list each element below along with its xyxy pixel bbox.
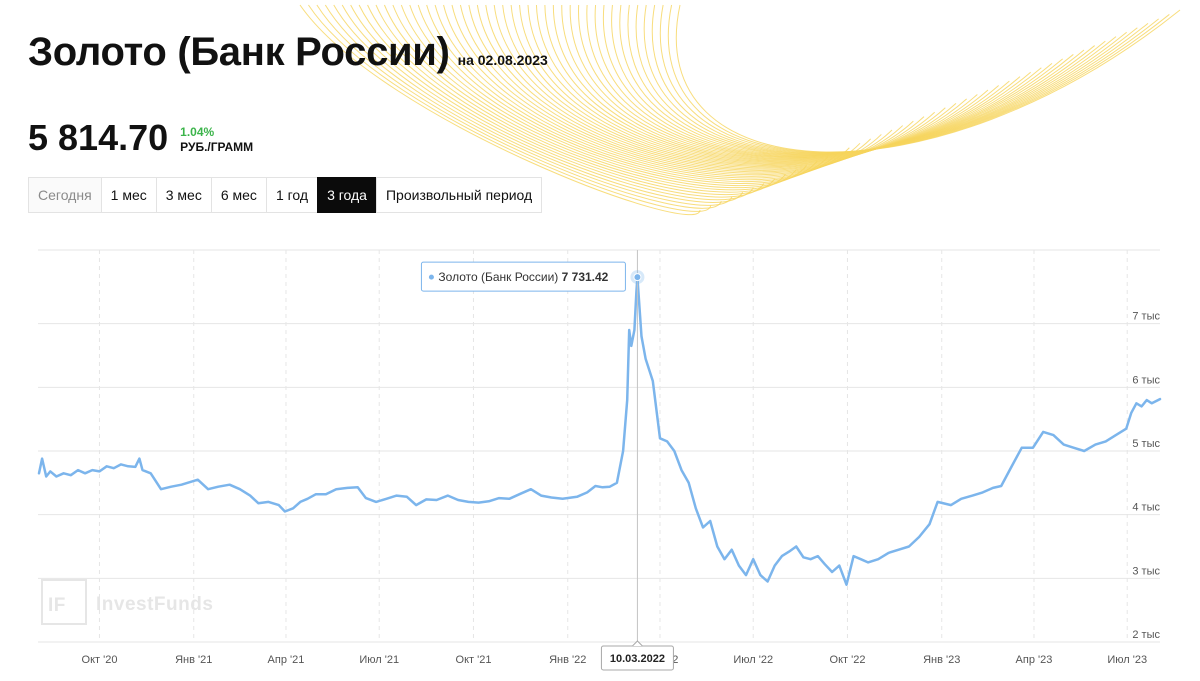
x-tick-label: Окт '20 <box>82 654 118 666</box>
page-title: Золото (Банк России) <box>28 30 450 74</box>
deco-wave-line <box>552 4 1021 161</box>
deco-wave-line <box>375 4 797 191</box>
x-tick-label: Янв '23 <box>923 654 960 666</box>
deco-wave-line <box>358 4 776 195</box>
deco-wave-line <box>308 4 712 212</box>
deco-wave-line <box>527 4 989 164</box>
y-tick-label: 2 тыс <box>1132 629 1160 641</box>
deco-wave-line <box>586 4 1063 158</box>
y-tick-label: 4 тыс <box>1132 502 1160 514</box>
y-tick-label: 7 тыс <box>1132 311 1160 323</box>
y-tick-label: 3 тыс <box>1132 565 1160 577</box>
x-tick-label: Апр '23 <box>1016 654 1053 666</box>
price-block: 5 814.70 1.04% РУБ./ГРАММ <box>28 118 253 158</box>
deco-wave-line <box>341 4 754 201</box>
watermark-logo-letters: IF <box>48 595 66 616</box>
date-flag-text: 10.03.2022 <box>610 653 665 665</box>
deco-wave-line <box>561 4 1031 160</box>
deco-wave-line <box>519 4 978 164</box>
deco-wave-line <box>635 4 1127 155</box>
deco-wave-line <box>350 4 765 198</box>
x-tick-label: Апр '21 <box>268 654 305 666</box>
y-tick-label: 6 тыс <box>1132 374 1160 386</box>
deco-wave-line <box>502 4 957 167</box>
deco-wave-line <box>367 4 786 193</box>
date-flag-pointer <box>632 640 643 647</box>
hover-dot <box>633 273 642 282</box>
deco-wave-line <box>510 4 968 165</box>
x-tick-label: Окт '21 <box>456 654 492 666</box>
crosshair-date-label: 10.03.2022 <box>600 640 674 671</box>
period-3m-button[interactable]: 3 мес <box>155 177 212 213</box>
watermark-logo-frame <box>41 579 87 625</box>
current-price: 5 814.70 <box>28 117 169 158</box>
x-tick-label: Июл '23 <box>1107 654 1147 666</box>
period-custom-button[interactable]: Произвольный период <box>375 177 543 213</box>
price-change: 1.04% <box>180 125 215 139</box>
y-tick-label: 5 тыс <box>1132 438 1160 450</box>
tooltip-value: 7 731.42 <box>562 270 609 284</box>
period-today-button[interactable]: Сегодня <box>28 177 102 213</box>
deco-wave-line <box>594 4 1074 157</box>
deco-wave-line <box>569 4 1042 159</box>
period-1y-button[interactable]: 1 год <box>265 177 319 213</box>
deco-wave-line <box>544 4 1010 162</box>
deco-wave-line <box>611 4 1095 156</box>
deco-wave-line <box>619 4 1106 156</box>
period-1m-button[interactable]: 1 мес <box>100 177 157 213</box>
x-tick-label: Окт '22 <box>830 654 866 666</box>
chart-grid <box>38 249 1160 643</box>
header: Золото (Банк России) на 02.08.2023 <box>28 30 548 75</box>
deco-wave-line <box>535 4 999 163</box>
x-tick-label: Июл '21 <box>359 654 399 666</box>
deco-wave-line <box>578 4 1053 159</box>
deco-wave-line <box>651 4 1149 154</box>
deco-wave-line <box>333 4 744 203</box>
watermark-text: InvestFunds <box>96 594 213 615</box>
as-of-date: на 02.08.2023 <box>457 52 548 68</box>
hover-point-marker <box>630 270 645 285</box>
deco-wave-line <box>316 4 722 209</box>
tooltip-series-name: Золото (Банк России) <box>438 270 561 284</box>
deco-wave-line <box>643 4 1138 154</box>
deco-wave-line <box>324 4 733 206</box>
decorative-wave-lines <box>299 4 1181 216</box>
chart-tooltip: Золото (Банк России) 7 731.42 <box>420 261 626 292</box>
deco-wave-line <box>602 4 1085 157</box>
deco-wave-line <box>400 4 829 185</box>
deco-wave-line <box>659 4 1159 154</box>
series-line[interactable] <box>37 275 1162 586</box>
period-selector: Сегодня 1 мес 3 мес 6 мес 1 год 3 года П… <box>28 177 543 213</box>
deco-wave-line <box>299 4 701 216</box>
x-tick-label: Янв '21 <box>175 654 212 666</box>
x-tick-label: Июл '22 <box>733 654 773 666</box>
deco-wave-line <box>493 4 946 168</box>
price-unit: РУБ./ГРАММ <box>180 140 254 154</box>
deco-wave-line <box>675 4 1181 153</box>
y-axis-labels: 2 тыс 3 тыс 4 тыс 5 тыс 6 тыс 7 тыс <box>1132 311 1160 641</box>
deco-wave-line <box>383 4 808 189</box>
tooltip-box <box>420 261 626 292</box>
period-3y-button[interactable]: 3 года <box>317 177 377 213</box>
x-tick-label: Янв '22 <box>549 654 586 666</box>
price-chart[interactable]: IF InvestFunds 2 тыс 3 тыс 4 тыс 5 тыс 6 тыс… <box>0 240 1200 681</box>
tooltip-series-dot <box>428 274 434 280</box>
investfunds-watermark: IF InvestFunds <box>41 579 213 625</box>
price-meta: 1.04% РУБ./ГРАММ <box>180 126 253 155</box>
period-6m-button[interactable]: 6 мес <box>210 177 267 213</box>
tooltip-text: Золото (Банк России) 7 731.42 <box>438 270 608 284</box>
deco-wave-line <box>392 4 818 186</box>
deco-wave-line <box>627 4 1117 155</box>
